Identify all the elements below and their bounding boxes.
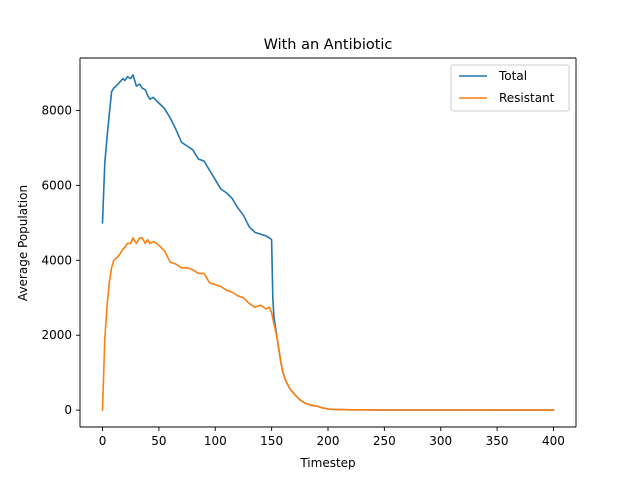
x-tick-label: 150 xyxy=(260,434,283,448)
x-axis-label: Timestep xyxy=(299,456,355,470)
legend: Total Resistant xyxy=(450,64,570,112)
chart-title: With an Antibiotic xyxy=(264,37,393,53)
x-tick-label: 350 xyxy=(486,434,509,448)
y-tick-label: 0 xyxy=(64,403,72,417)
y-axis-label: Average Population xyxy=(16,185,30,301)
x-tick-label: 400 xyxy=(542,434,565,448)
x-tick-label: 250 xyxy=(373,434,396,448)
y-tick-label: 4000 xyxy=(41,253,72,267)
x-tick-label: 50 xyxy=(151,434,166,448)
y-tick-label: 2000 xyxy=(41,328,72,342)
x-tick-label: 100 xyxy=(204,434,227,448)
x-tick-label: 0 xyxy=(99,434,107,448)
x-tick-label: 300 xyxy=(429,434,452,448)
series-line-resistant xyxy=(101,237,555,411)
legend-label-total: Total xyxy=(498,69,527,83)
y-tick-label: 6000 xyxy=(41,178,72,192)
y-tick-label: 8000 xyxy=(41,103,72,117)
plot-area: 0 50 100 150 200 250 300 350 4000200040006000800… xyxy=(41,57,577,448)
x-tick-label: 200 xyxy=(317,434,340,448)
legend-label-resistant: Resistant xyxy=(499,91,555,105)
